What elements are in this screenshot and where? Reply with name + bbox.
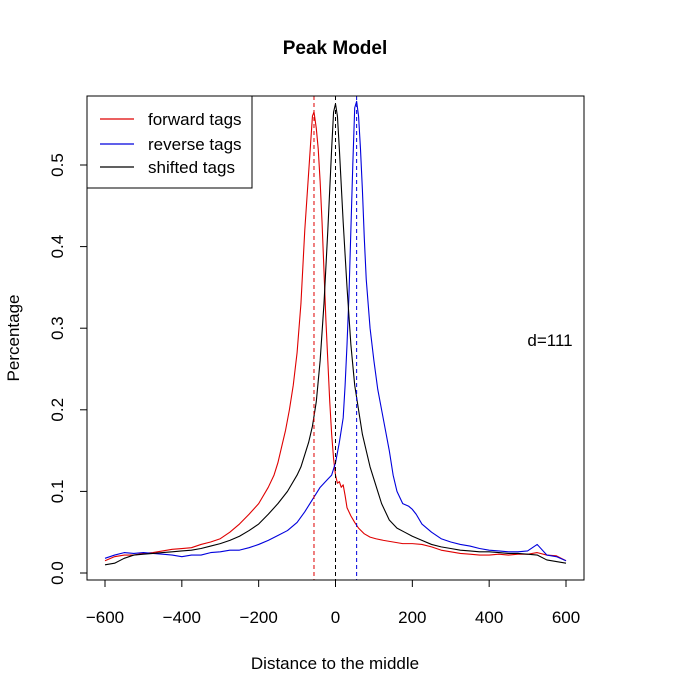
y-tick-label: 0.0 xyxy=(48,561,67,585)
x-tick-label: 400 xyxy=(475,608,503,627)
x-axis-label: Distance to the middle xyxy=(251,654,419,673)
y-tick-label: 0.2 xyxy=(48,398,67,422)
chart-title: Peak Model xyxy=(283,38,388,59)
x-tick-label: 200 xyxy=(398,608,426,627)
legend-box xyxy=(86,95,253,189)
series-layer xyxy=(104,100,567,566)
x-axis: −600 −400 −200 0 200 400 600 xyxy=(86,579,580,627)
shifted-tags-line xyxy=(104,103,567,566)
x-tick-label: −600 xyxy=(86,608,124,627)
x-tick-label: 600 xyxy=(552,608,580,627)
forward-tags-line xyxy=(104,111,567,562)
y-tick-label: 0.1 xyxy=(48,480,67,504)
y-tick-label: 0.4 xyxy=(48,235,67,259)
y-axis-label: Percentage xyxy=(4,295,23,382)
legend-label-reverse: reverse tags xyxy=(148,135,242,154)
legend-label-shifted: shifted tags xyxy=(148,158,235,177)
vline-layer xyxy=(313,96,358,580)
y-tick-label: 0.5 xyxy=(48,153,67,177)
legend: forward tags reverse tags shifted tags xyxy=(86,95,253,189)
y-axis: 0.0 0.1 0.2 0.3 0.4 0.5 xyxy=(48,153,88,585)
x-tick-label: 0 xyxy=(331,608,340,627)
x-tick-label: −200 xyxy=(240,608,278,627)
d-annotation: d=111 xyxy=(527,331,572,350)
y-tick-label: 0.3 xyxy=(48,316,67,340)
reverse-tags-line xyxy=(104,100,567,562)
x-tick-label: −400 xyxy=(163,608,201,627)
legend-label-forward: forward tags xyxy=(148,110,242,129)
